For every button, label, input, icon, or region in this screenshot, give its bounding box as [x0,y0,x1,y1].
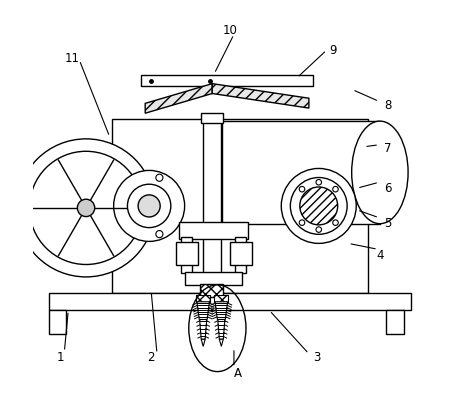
Bar [214,296,228,302]
Circle shape [332,220,337,226]
Polygon shape [196,302,209,320]
Text: 3: 3 [313,351,320,364]
Circle shape [332,186,337,192]
Bar [184,272,241,285]
Bar [203,117,221,310]
Circle shape [113,170,184,242]
Bar [141,75,312,86]
Bar [230,242,251,265]
Text: 5: 5 [383,217,391,230]
Text: 7: 7 [383,142,391,155]
Circle shape [299,186,304,192]
Polygon shape [201,339,205,346]
Circle shape [138,195,160,217]
Circle shape [299,220,304,226]
Bar [180,238,191,273]
Text: 9: 9 [328,44,336,57]
Text: 11: 11 [65,52,79,64]
Circle shape [290,178,347,234]
Circle shape [315,180,321,185]
Circle shape [156,230,162,238]
Circle shape [315,227,321,232]
Circle shape [29,151,142,264]
Text: 1: 1 [56,351,64,364]
Polygon shape [217,320,224,339]
Bar [200,284,223,297]
Circle shape [77,199,95,216]
Ellipse shape [351,121,407,224]
Circle shape [299,187,337,225]
Text: A: A [233,367,241,380]
Bar [234,238,245,273]
Bar [222,121,379,224]
Bar [176,242,197,265]
Text: 4: 4 [375,249,383,262]
Text: 6: 6 [383,182,391,195]
Circle shape [127,184,170,228]
Polygon shape [212,84,308,108]
Bar [179,222,247,240]
Polygon shape [219,339,223,346]
Text: 2: 2 [147,351,155,364]
Text: 10: 10 [222,24,237,37]
Circle shape [280,168,355,243]
Bar [201,113,223,123]
Polygon shape [199,320,206,339]
Bar [49,310,66,334]
Bar [385,310,403,334]
Text: 8: 8 [383,99,391,112]
Bar [196,296,210,302]
Bar [49,293,410,310]
Circle shape [17,139,155,277]
Bar [222,121,379,224]
Bar [112,119,367,293]
Circle shape [156,174,162,181]
Polygon shape [214,302,227,320]
Polygon shape [145,84,212,113]
